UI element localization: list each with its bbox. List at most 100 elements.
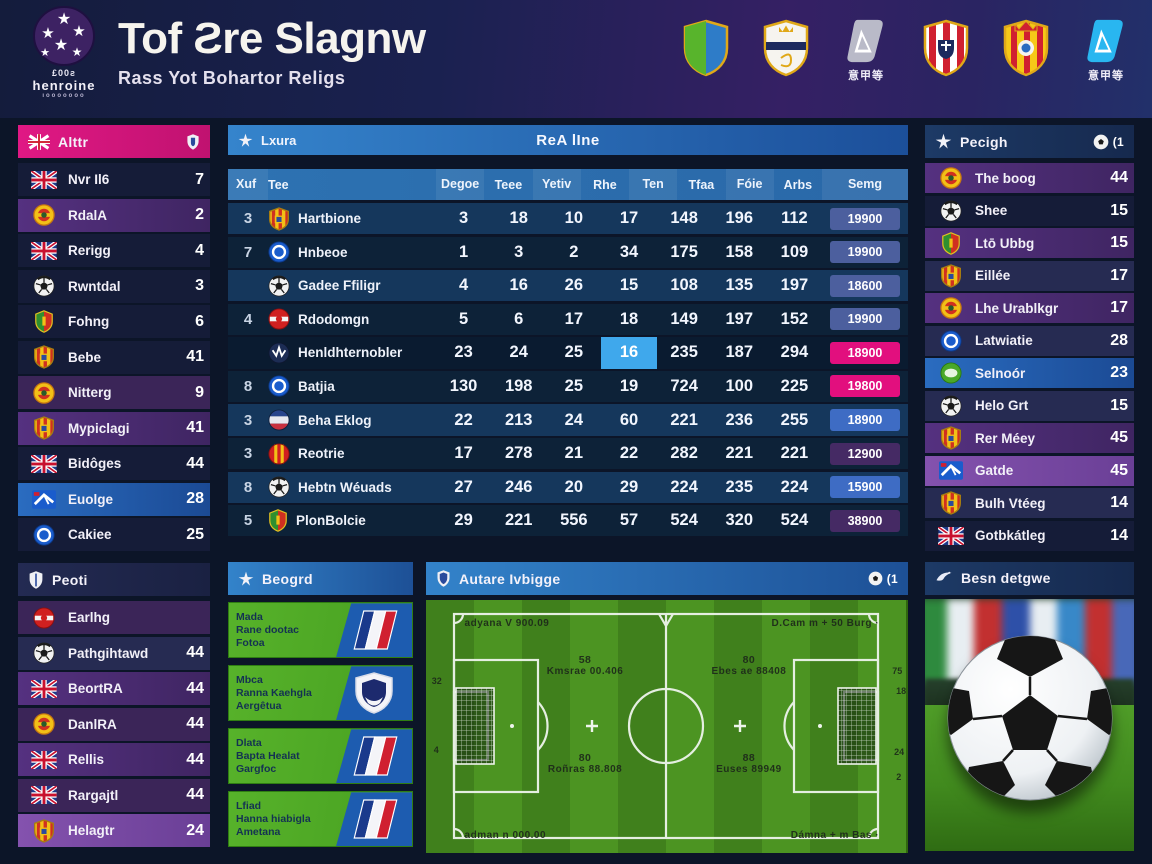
odds-badge[interactable]: 18600 bbox=[829, 274, 900, 297]
team-value: 44 bbox=[186, 454, 204, 472]
list-item[interactable]: Gotbkátleg 14 bbox=[925, 520, 1134, 551]
column-header[interactable]: Degoe bbox=[436, 169, 485, 200]
table-row[interactable]: 7 Hnbeoe 1 3 2 34 175 158 109 19900 bbox=[228, 236, 908, 268]
match-card[interactable]: Mada Rane dootac Fotoa bbox=[228, 602, 413, 659]
table-title-bar[interactable]: Lxura ReA lIne bbox=[228, 125, 908, 155]
list-item[interactable]: Shee 15 bbox=[925, 195, 1134, 226]
position-cell: 8 bbox=[243, 377, 253, 395]
team-name: DanlRA bbox=[68, 716, 117, 732]
left-section2-header[interactable]: Peoti bbox=[18, 563, 210, 596]
crest-yellow-icon bbox=[26, 345, 62, 369]
list-item[interactable]: Rer Méey 45 bbox=[925, 423, 1134, 453]
uk-flag-icon bbox=[26, 786, 62, 804]
list-item[interactable]: Bebe 41 bbox=[18, 340, 210, 374]
list-item[interactable]: Nvr Il6 7 bbox=[18, 163, 210, 196]
column-header[interactable]: Yetiv bbox=[532, 169, 581, 200]
shield-yellow-stripes-badge[interactable] bbox=[998, 18, 1054, 78]
team-value: 45 bbox=[1110, 461, 1128, 479]
league-gray-badge[interactable]: 意甲等 bbox=[838, 18, 894, 83]
crest-yellow-icon bbox=[26, 818, 62, 843]
column-header[interactable]: Semg bbox=[822, 169, 908, 200]
odds-badge[interactable]: 38900 bbox=[829, 509, 900, 532]
column-header[interactable]: Rhe bbox=[593, 177, 617, 192]
list-item[interactable]: Pathgihtawd 44 bbox=[18, 636, 210, 670]
list-item[interactable]: Bulh Vtéeg 14 bbox=[925, 488, 1134, 518]
column-header[interactable]: Tee bbox=[268, 177, 289, 192]
list-item[interactable]: Fohng 6 bbox=[18, 305, 210, 338]
team-name: Selnoór bbox=[975, 365, 1026, 381]
stat-value: 221 bbox=[504, 511, 533, 530]
table-row[interactable]: 8 Hebtn Wéuads 27 246 20 29 224 235 224 15900 bbox=[228, 471, 908, 503]
list-item[interactable]: Rargajtl 44 bbox=[18, 778, 210, 812]
league-cyan-badge[interactable]: 意甲等 bbox=[1078, 18, 1134, 83]
list-item[interactable]: Bidôges 44 bbox=[18, 447, 210, 480]
odds-badge[interactable]: 19900 bbox=[829, 308, 900, 331]
list-item[interactable]: Mypiclagi 41 bbox=[18, 411, 210, 445]
list-item[interactable]: Nitterg 9 bbox=[18, 376, 210, 409]
table-row[interactable]: Henldhternobler 23 24 25 16 235 187 294 18900 bbox=[228, 337, 908, 369]
team-value: 17 bbox=[1110, 299, 1128, 316]
list-item[interactable]: The boog 44 bbox=[925, 163, 1134, 193]
column-header[interactable]: Arbs bbox=[783, 177, 813, 192]
odds-badge[interactable]: 18900 bbox=[829, 341, 900, 364]
shield-red-stripes-badge[interactable] bbox=[918, 18, 974, 78]
odds-badge[interactable]: 19900 bbox=[829, 241, 900, 264]
list-item[interactable]: Helagtr 24 bbox=[18, 814, 210, 847]
list-item[interactable]: Eillée 17 bbox=[925, 260, 1134, 291]
column-header[interactable]: Fóie bbox=[725, 169, 774, 200]
column-header[interactable]: Ten bbox=[629, 169, 678, 200]
list-item[interactable]: Gatde 45 bbox=[925, 455, 1134, 486]
column-header[interactable]: Tfaa bbox=[688, 177, 715, 192]
cards-panel-header[interactable]: Beogrd bbox=[228, 562, 413, 596]
table-row[interactable]: 8 Batjia 130 198 25 19 724 100 225 19800 bbox=[228, 370, 908, 403]
shield-green-blue-badge[interactable] bbox=[678, 18, 734, 78]
team-value: 3 bbox=[195, 277, 204, 294]
stat-value: 130 bbox=[449, 376, 478, 395]
list-item[interactable]: Rellis 44 bbox=[18, 743, 210, 776]
column-header[interactable]: Xuf bbox=[228, 169, 268, 200]
list-item[interactable]: Euolge 28 bbox=[18, 482, 210, 516]
table-row[interactable]: 3 Beha Eklog 22 213 24 60 221 236 255 18900 bbox=[228, 404, 908, 436]
list-item[interactable]: DanlRA 44 bbox=[18, 707, 210, 741]
table-row[interactable]: 3 Hartbione 3 18 10 17 148 196 112 19900 bbox=[228, 203, 908, 235]
right-sidebar: Pecigh (1 The boog 44 Shee 15 Ltō Ubbg 15 Eill… bbox=[925, 125, 1134, 851]
team-cell: Hartbione bbox=[268, 206, 436, 231]
list-item[interactable]: Earlhg bbox=[18, 601, 210, 634]
odds-badge[interactable]: 18900 bbox=[829, 409, 900, 432]
right-rows: The boog 44 Shee 15 Ltō Ubbg 15 Eillée 17 Lhe Ur… bbox=[925, 163, 1134, 551]
table-row[interactable]: 3 Reotrie 17 278 21 22 282 221 221 12900 bbox=[228, 438, 908, 470]
list-item[interactable]: Helo Grt 15 bbox=[925, 390, 1134, 421]
stat-value: 246 bbox=[504, 477, 533, 496]
pitch-panel-header[interactable]: Autare Ivbigge (1 bbox=[426, 562, 908, 596]
table-row[interactable]: Gadee Ffiligr 4 16 26 15 108 135 197 18600 bbox=[228, 270, 908, 302]
odds-badge[interactable]: 12900 bbox=[829, 442, 900, 465]
odds-badge[interactable]: 19900 bbox=[829, 207, 900, 230]
table-row[interactable]: 5 PlonBolcie 29 221 556 57 524 320 524 38900 bbox=[228, 505, 908, 537]
match-card[interactable]: Mbca Ranna Kaehgla Aergêtua bbox=[228, 665, 413, 722]
odds-badge[interactable]: 15900 bbox=[829, 476, 900, 499]
column-header[interactable]: Teee bbox=[494, 177, 523, 192]
list-item[interactable]: Lhe Urablkgr 17 bbox=[925, 293, 1134, 323]
team-cell: Gadee Ffiligr bbox=[268, 275, 436, 297]
logo-text-3: ıooooooo bbox=[42, 93, 86, 99]
photo-panel-header[interactable]: Besn detgwe bbox=[925, 561, 1134, 595]
list-item[interactable]: BeortRA 44 bbox=[18, 672, 210, 705]
left-section1-header[interactable]: Alttr bbox=[18, 125, 210, 158]
app-logo[interactable]: ★ ★ ★ ★ ★ ★ £00ƨ henroine ıooooooo bbox=[22, 6, 106, 99]
list-item[interactable]: Cakiee 25 bbox=[18, 518, 210, 551]
right-sidebar-header[interactable]: Pecigh (1 bbox=[925, 125, 1134, 158]
table-bar-title: ReA lIne bbox=[536, 131, 600, 149]
list-item[interactable]: RdalA 2 bbox=[18, 198, 210, 232]
list-item[interactable]: Rerigg 4 bbox=[18, 234, 210, 267]
match-card[interactable]: Dlata Bapta Healat Gargfoc bbox=[228, 728, 413, 785]
list-item[interactable]: Ltō Ubbg 15 bbox=[925, 228, 1134, 258]
table-row[interactable]: 4 Rdodomgn 5 6 17 18 149 197 152 19900 bbox=[228, 303, 908, 335]
shield-white-crown-badge[interactable] bbox=[758, 18, 814, 78]
list-item[interactable]: Rwntdal 3 bbox=[18, 269, 210, 303]
match-card[interactable]: Lfiad Hanna hiabigla Ametana bbox=[228, 791, 413, 848]
pitch-edge-number: 4 bbox=[433, 744, 439, 755]
odds-badge[interactable]: 19800 bbox=[829, 375, 900, 398]
list-item[interactable]: Selnoór 23 bbox=[925, 358, 1134, 388]
list-item[interactable]: Latwiatie 28 bbox=[925, 325, 1134, 356]
right-sidebar-title: Pecigh bbox=[960, 133, 1008, 150]
